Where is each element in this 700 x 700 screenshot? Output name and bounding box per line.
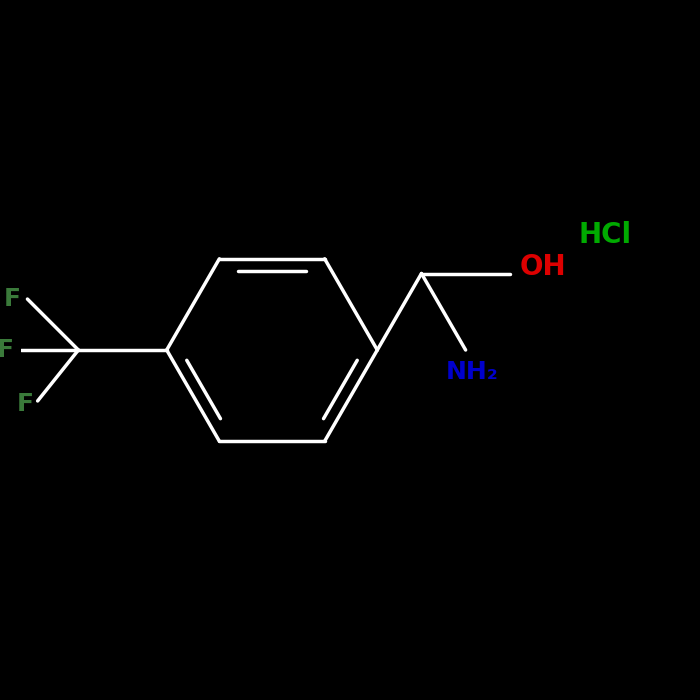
Text: OH: OH bbox=[520, 253, 566, 281]
Text: F: F bbox=[4, 287, 20, 311]
Text: F: F bbox=[0, 338, 14, 362]
Text: F: F bbox=[18, 392, 34, 416]
Text: NH₂: NH₂ bbox=[446, 360, 499, 384]
Text: HCl: HCl bbox=[578, 220, 631, 248]
